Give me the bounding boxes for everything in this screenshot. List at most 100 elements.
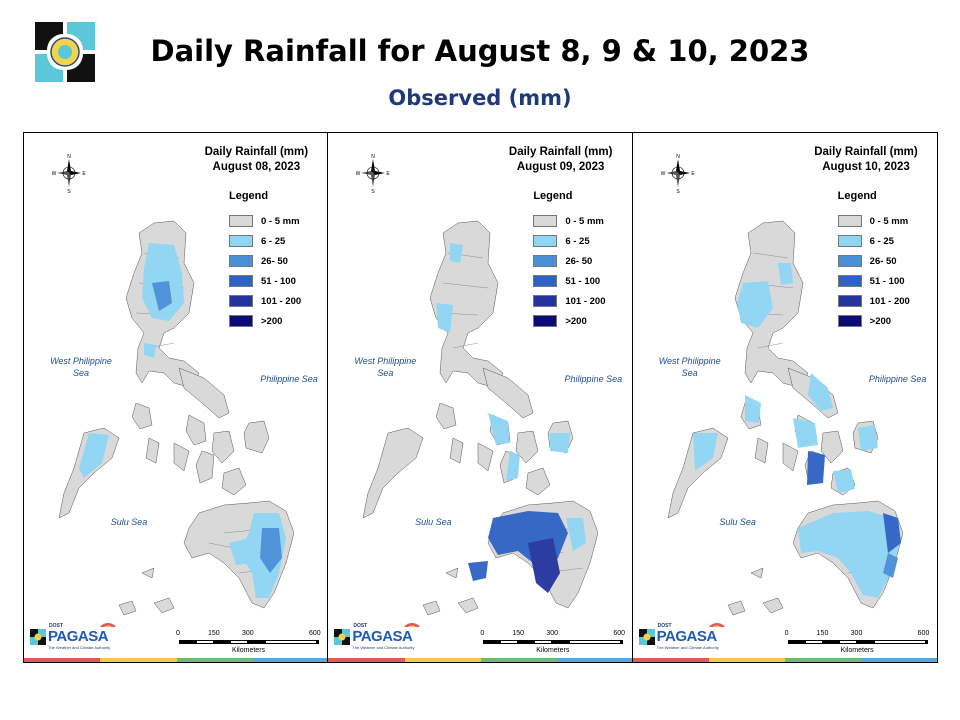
legend-item: >200 (533, 311, 605, 331)
brand-dost: DOST (657, 623, 672, 629)
map-panel-aug-10: N S W E Daily Rainfall (mm) August 10, 2… (632, 133, 937, 662)
brand-name: PAGASA (48, 628, 109, 645)
legend-title: Legend (229, 190, 269, 202)
legend-swatch (837, 275, 862, 287)
legend-swatch (533, 315, 558, 327)
panel-date: August 09, 2023 (516, 161, 605, 173)
legend-item: 26- 50 (837, 251, 910, 271)
legend-item: 26- 50 (229, 251, 301, 271)
pagasa-brand-logo (638, 623, 725, 645)
philippines-rainfall-map (667, 220, 903, 616)
sea-label-west: West Philippine Sea (354, 356, 417, 378)
legend-swatch (533, 275, 558, 287)
sea-label-east: Philippine Sea (564, 374, 623, 384)
panel-date: August 08, 2023 (212, 161, 301, 173)
brand-name: PAGASA (656, 628, 718, 645)
legend-item: 26- 50 (533, 251, 605, 271)
brand-dost: DOST (49, 623, 63, 629)
legend-swatch (533, 255, 558, 267)
panel-title: Daily Rainfall (mm) August 09, 2023 (496, 145, 626, 175)
legend-swatch (229, 275, 253, 287)
legend-swatch (229, 315, 253, 327)
color-stripe (632, 658, 937, 662)
map-panel-aug-09: N S W E Daily Rainfall (mm) August 09, 2… (328, 133, 633, 662)
panel-title: Daily Rainfall (mm) August 08, 2023 (191, 145, 321, 175)
legend-swatch (229, 215, 253, 227)
sea-label-sulu: Sulu Sea (110, 517, 148, 527)
scale-ticks: 0 150 300 600 (784, 630, 930, 637)
svg-text:S: S (676, 189, 680, 193)
legend: 0 - 5 mm 6 - 25 26- 50 51 - 100 101 - 20… (533, 211, 605, 331)
legend-item: 51 - 100 (837, 271, 910, 291)
svg-text:W: W (52, 171, 57, 177)
svg-text:W: W (356, 171, 361, 177)
legend-swatch (837, 295, 862, 307)
north-arrow-icon: N S W E (52, 154, 86, 193)
brand-tagline: The Weather and Climate Authority (48, 645, 111, 650)
pagasa-brand-logo (30, 623, 116, 645)
panel-date: August 10, 2023 (822, 161, 910, 173)
legend-item: 6 - 25 (533, 231, 605, 251)
svg-text:E: E (82, 171, 86, 177)
brand-tagline: The Weather and Climate Authority (352, 645, 415, 650)
sea-label-west: West Philippine Sea (658, 356, 721, 378)
legend-swatch (837, 315, 862, 327)
legend-swatch (533, 215, 558, 227)
scale-unit: Kilometers (840, 647, 874, 654)
legend-item: 0 - 5 mm (533, 211, 605, 231)
legend-item: 51 - 100 (229, 271, 301, 291)
svg-text:N: N (67, 154, 71, 160)
sea-label-sulu: Sulu Sea (719, 517, 756, 527)
legend-swatch (837, 215, 862, 227)
brand-tagline: The Weather and Climate Authority (656, 645, 719, 650)
sea-label-east: Philippine Sea (260, 374, 318, 384)
legend-item: 0 - 5 mm (229, 211, 301, 231)
scale-ticks: 0 150 300 600 (480, 630, 626, 637)
legend-swatch (229, 255, 253, 267)
legend-swatch (533, 235, 558, 247)
scale-bar: 0 150 300 600 Kilometers (480, 630, 625, 658)
scale-bar: 0 150 300 600 Kilometers (785, 630, 930, 658)
page-title: Daily Rainfall for August 8, 9 & 10, 202… (150, 34, 810, 68)
legend-item: 0 - 5 mm (837, 211, 910, 231)
legend: 0 - 5 mm 6 - 25 26- 50 51 - 100 101 - 20… (229, 211, 301, 331)
map-panels: N S W E Daily Rainfall (mm) August 08, 2… (23, 132, 938, 663)
legend: 0 - 5 mm 6 - 25 26- 50 51 - 100 101 - 20… (837, 211, 910, 331)
scale-unit: Kilometers (536, 647, 570, 654)
sea-label-west: West Philippine Sea (50, 356, 112, 378)
legend-swatch (533, 295, 558, 307)
svg-text:N: N (676, 154, 680, 160)
panel-title: Daily Rainfall (mm) August 10, 2023 (801, 145, 931, 175)
scale-bar: 0 150 300 600 Kilometers (176, 630, 321, 658)
philippines-rainfall-map (58, 220, 295, 616)
legend-item: 6 - 25 (837, 231, 910, 251)
panel-title-line: Daily Rainfall (mm) (204, 146, 309, 158)
svg-text:E: E (387, 171, 391, 177)
legend-swatch (837, 255, 862, 267)
panel-title-line: Daily Rainfall (mm) (814, 146, 918, 158)
legend-swatch (229, 295, 253, 307)
legend-item: >200 (837, 311, 910, 331)
legend-item: 51 - 100 (533, 271, 605, 291)
svg-text:N: N (372, 154, 376, 160)
legend-item: >200 (229, 311, 301, 331)
panel-title-line: Daily Rainfall (mm) (508, 146, 613, 158)
svg-text:W: W (661, 171, 666, 177)
svg-text:E: E (691, 171, 695, 177)
pagasa-logo (33, 20, 97, 84)
scale-unit: Kilometers (231, 647, 266, 654)
sea-label-sulu: Sulu Sea (415, 517, 452, 527)
brand-dost: DOST (353, 623, 368, 629)
legend-item: 6 - 25 (229, 231, 301, 251)
legend-item: 101 - 200 (229, 291, 301, 311)
legend-title: Legend (533, 190, 573, 202)
svg-text:S: S (67, 189, 71, 193)
legend-title: Legend (837, 190, 877, 202)
page-subtitle: Observed (mm) (388, 86, 572, 110)
north-arrow-icon: N S W E (661, 154, 695, 193)
brand-name: PAGASA (352, 628, 413, 645)
legend-swatch (837, 235, 862, 247)
color-stripe (24, 658, 328, 662)
legend-item: 101 - 200 (533, 291, 605, 311)
sea-label-east: Philippine Sea (868, 374, 927, 384)
